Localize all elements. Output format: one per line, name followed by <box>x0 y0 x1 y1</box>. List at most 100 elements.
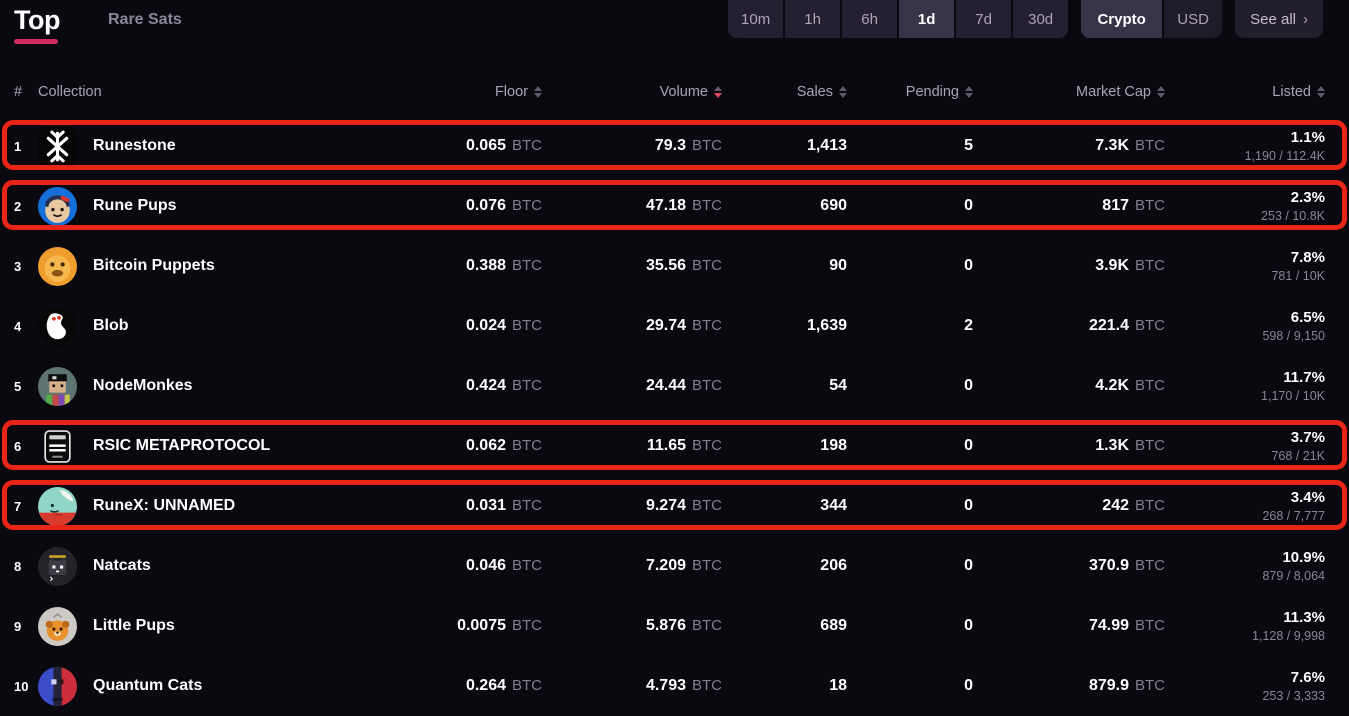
collection-name: RuneX: UNNAMED <box>93 497 236 514</box>
listed-value: 11.3% 1,128 / 9,998 <box>1165 610 1325 643</box>
time-filter-7d[interactable]: 7d <box>956 0 1012 38</box>
table-row[interactable]: 8 Natcats 0.046 BTC 7.209 BTC 206 0 370.9 B… <box>0 536 1349 596</box>
listed-percent: 7.8% <box>1290 248 1325 266</box>
row-rank: 8 <box>14 558 22 574</box>
table-row[interactable]: 1 Runestone 0.065 BTC 79.3 BTC 1,413 5 7.3… <box>0 116 1349 176</box>
table-row[interactable]: 2 Rune Pups 0.076 BTC 47.18 BTC 690 0 817 B… <box>0 176 1349 236</box>
volume-value: 4.793 BTC <box>645 677 722 694</box>
sales-value: 18 <box>829 677 847 694</box>
listed-percent: 3.7% <box>1290 428 1325 446</box>
sort-arrows-icon <box>1317 86 1325 98</box>
floor-value: 0.024 BTC <box>465 317 542 334</box>
table-row[interactable]: 9 Little Pups 0.0075 BTC 5.876 BTC 689 0 7… <box>0 596 1349 656</box>
table-row[interactable]: 7 RuneX: UNNAMED 0.031 BTC 9.274 BTC 344 0… <box>0 476 1349 536</box>
row-rank: 5 <box>14 378 22 394</box>
table-row[interactable]: 3 Bitcoin Puppets 0.388 BTC 35.56 BTC 90 0… <box>0 236 1349 296</box>
blob-icon <box>38 306 77 346</box>
market-cap-value: 3.9K BTC <box>1095 257 1165 274</box>
see-all-button[interactable]: See all › <box>1235 0 1323 38</box>
market-cap-value: 370.9 BTC <box>1088 557 1165 574</box>
column-header-floor[interactable]: Floor <box>412 84 542 100</box>
time-filter-30d[interactable]: 30d <box>1013 0 1069 38</box>
table-row[interactable]: 6 RSIC METAPROTOCOL 0.062 BTC 11.65 BTC 19… <box>0 416 1349 476</box>
volume-value: 35.56 BTC <box>645 257 722 274</box>
time-filter-1h[interactable]: 1h <box>785 0 841 38</box>
market-cap-value: 4.2K BTC <box>1095 377 1165 394</box>
listed-percent: 2.3% <box>1290 188 1325 206</box>
little-pups-icon <box>38 606 77 646</box>
row-rank: 9 <box>14 618 22 634</box>
active-tab-underline <box>14 39 58 44</box>
listed-percent: 11.7% <box>1283 368 1325 386</box>
listed-value: 10.9% 879 / 8,064 <box>1165 550 1325 583</box>
tab-group: Top Rare Sats <box>14 6 182 44</box>
sales-value: 1,639 <box>806 317 847 334</box>
floor-value: 0.424 BTC <box>465 377 542 394</box>
volume-value: 9.274 BTC <box>645 497 722 514</box>
rsic-icon <box>38 427 77 466</box>
tab-rare-sats[interactable]: Rare Sats <box>107 11 182 28</box>
listed-ratio: 781 / 10K <box>1271 268 1325 283</box>
table-row[interactable]: 10 Quantum Cats 0.264 BTC 4.793 BTC 18 0 8… <box>0 656 1349 716</box>
floor-value: 0.076 BTC <box>465 197 542 214</box>
collection-cell: Runestone <box>38 126 412 166</box>
collection-cell: Blob <box>38 306 412 346</box>
pending-value: 0 <box>964 257 973 274</box>
pending-value: 0 <box>964 497 973 514</box>
listed-ratio: 768 / 21K <box>1271 448 1325 463</box>
rune-pups-icon <box>38 186 77 226</box>
column-header-market-cap[interactable]: Market Cap <box>973 84 1165 100</box>
volume-value: 47.18 BTC <box>645 197 722 214</box>
column-header-listed[interactable]: Listed <box>1165 84 1325 100</box>
column-header-pending[interactable]: Pending <box>847 84 973 100</box>
collection-cell: Quantum Cats <box>38 666 412 706</box>
collection-cell: Bitcoin Puppets <box>38 246 412 286</box>
floor-value: 0.031 BTC <box>465 497 542 514</box>
sales-value: 54 <box>829 377 847 394</box>
listed-percent: 7.6% <box>1290 668 1325 686</box>
currency-crypto-button[interactable]: Crypto <box>1081 0 1163 38</box>
table-row[interactable]: 5 NodeMonkes 0.424 BTC 24.44 BTC 54 0 4.2K… <box>0 356 1349 416</box>
row-rank: 3 <box>14 258 22 274</box>
currency-usd-button[interactable]: USD <box>1164 0 1223 38</box>
sort-arrows-icon <box>714 86 722 98</box>
listed-value: 3.7% 768 / 21K <box>1165 430 1325 463</box>
volume-value: 5.876 BTC <box>645 617 722 634</box>
column-header-volume[interactable]: Volume <box>542 84 722 100</box>
column-header-sales[interactable]: Sales <box>722 84 847 100</box>
chevron-right-icon: › <box>1303 10 1308 28</box>
collection-cell: Little Pups <box>38 606 412 646</box>
row-rank: 7 <box>14 498 22 514</box>
time-filter-10m[interactable]: 10m <box>728 0 784 38</box>
pending-value: 5 <box>964 137 973 154</box>
tab-top-label: Top <box>14 5 60 35</box>
collection-cell: Rune Pups <box>38 186 412 226</box>
listed-ratio: 268 / 7,777 <box>1262 508 1325 523</box>
floor-value: 0.065 BTC <box>465 137 542 154</box>
volume-value: 11.65 BTC <box>646 437 722 454</box>
listed-ratio: 1,170 / 10K <box>1261 388 1325 403</box>
listed-ratio: 879 / 8,064 <box>1262 568 1325 583</box>
tab-top[interactable]: Top <box>14 6 60 44</box>
listed-value: 1.1% 1,190 / 112.4K <box>1165 130 1325 163</box>
pending-value: 0 <box>964 677 973 694</box>
market-cap-value: 7.3K BTC <box>1095 137 1165 154</box>
sales-value: 344 <box>820 497 847 514</box>
runex-icon <box>38 486 77 526</box>
column-header-collection: Collection <box>38 84 102 100</box>
listed-value: 7.8% 781 / 10K <box>1165 250 1325 283</box>
volume-value: 79.3 BTC <box>654 137 722 154</box>
listed-percent: 6.5% <box>1290 308 1325 326</box>
collection-name: Bitcoin Puppets <box>93 257 215 274</box>
row-rank: 4 <box>14 318 22 334</box>
time-filter-6h[interactable]: 6h <box>842 0 898 38</box>
nodemonkes-icon <box>38 366 77 406</box>
listed-percent: 11.3% <box>1283 608 1325 626</box>
time-filter-1d[interactable]: 1d <box>899 0 955 38</box>
pending-value: 0 <box>964 197 973 214</box>
row-rank: 2 <box>14 198 22 214</box>
table-body: 1 Runestone 0.065 BTC 79.3 BTC 1,413 5 7.3… <box>0 116 1349 716</box>
floor-value: 0.062 BTC <box>465 437 542 454</box>
table-row[interactable]: 4 Blob 0.024 BTC 29.74 BTC 1,639 2 221.4 BT… <box>0 296 1349 356</box>
volume-value: 7.209 BTC <box>645 557 722 574</box>
